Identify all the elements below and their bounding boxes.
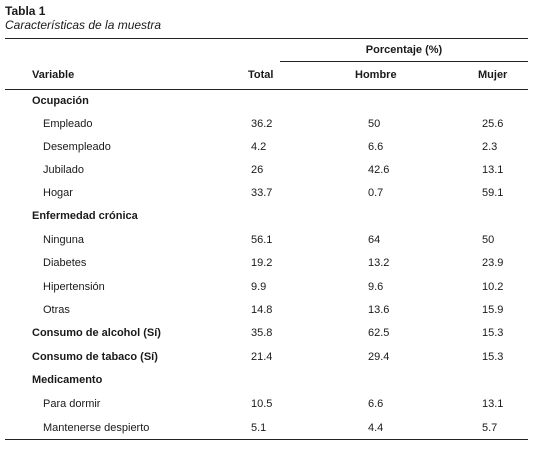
cell-total: 10.5 (251, 398, 273, 410)
cell-total: 9.9 (251, 281, 267, 293)
section-heading: Ocupación (32, 95, 89, 107)
cell-hombre: 42.6 (368, 164, 390, 176)
header-rule (5, 89, 528, 90)
cell-mujer: 10.2 (482, 281, 504, 293)
group-rule (280, 61, 528, 62)
top-rule (5, 38, 528, 39)
cell-total: 5.1 (251, 422, 267, 434)
column-header-mujer: Mujer (478, 69, 508, 81)
cell-total: 26 (251, 164, 264, 176)
cell-total: 35.8 (251, 327, 273, 339)
row-label: Hogar (43, 187, 73, 199)
cell-mujer: 5.7 (482, 422, 498, 434)
column-header-variable: Variable (32, 69, 75, 81)
table-title: Tabla 1 (5, 4, 46, 18)
column-header-hombre: Hombre (355, 69, 397, 81)
section-heading: Medicamento (32, 374, 103, 386)
row-label: Empleado (43, 118, 93, 130)
row-label: Jubilado (43, 164, 84, 176)
cell-total: 56.1 (251, 234, 273, 246)
cell-total: 36.2 (251, 118, 273, 130)
cell-hombre: 0.7 (368, 187, 384, 199)
row-label: Diabetes (43, 257, 87, 269)
cell-hombre: 64 (368, 234, 381, 246)
row-label: Ninguna (43, 234, 84, 246)
cell-hombre: 9.6 (368, 281, 384, 293)
cell-mujer: 23.9 (482, 257, 504, 269)
table-subtitle: Características de la muestra (5, 18, 162, 32)
cell-hombre: 6.6 (368, 141, 384, 153)
row-label: Consumo de tabaco (Sí) (32, 351, 158, 363)
bottom-rule (5, 439, 528, 440)
cell-total: 19.2 (251, 257, 273, 269)
row-label: Hipertensión (43, 281, 105, 293)
cell-mujer: 15.3 (482, 351, 504, 363)
cell-mujer: 13.1 (482, 164, 504, 176)
cell-mujer: 59.1 (482, 187, 504, 199)
row-label: Desempleado (43, 141, 111, 153)
column-header-total: Total (248, 69, 274, 81)
cell-mujer: 50 (482, 234, 495, 246)
cell-total: 33.7 (251, 187, 273, 199)
cell-hombre: 29.4 (368, 351, 390, 363)
cell-mujer: 2.3 (482, 141, 498, 153)
cell-hombre: 4.4 (368, 422, 384, 434)
cell-total: 4.2 (251, 141, 267, 153)
row-label: Para dormir (43, 398, 101, 410)
cell-hombre: 62.5 (368, 327, 390, 339)
cell-hombre: 13.6 (368, 304, 390, 316)
cell-hombre: 50 (368, 118, 381, 130)
row-label: Consumo de alcohol (Sí) (32, 327, 161, 339)
cell-mujer: 13.1 (482, 398, 504, 410)
group-header: Porcentaje (%) (365, 44, 443, 56)
cell-mujer: 15.9 (482, 304, 504, 316)
cell-hombre: 13.2 (368, 257, 390, 269)
cell-total: 14.8 (251, 304, 273, 316)
cell-hombre: 6.6 (368, 398, 384, 410)
row-label: Mantenerse despierto (43, 422, 150, 434)
row-label: Otras (43, 304, 70, 316)
cell-mujer: 25.6 (482, 118, 504, 130)
cell-total: 21.4 (251, 351, 273, 363)
cell-mujer: 15.3 (482, 327, 504, 339)
section-heading: Enfermedad crónica (32, 210, 138, 222)
